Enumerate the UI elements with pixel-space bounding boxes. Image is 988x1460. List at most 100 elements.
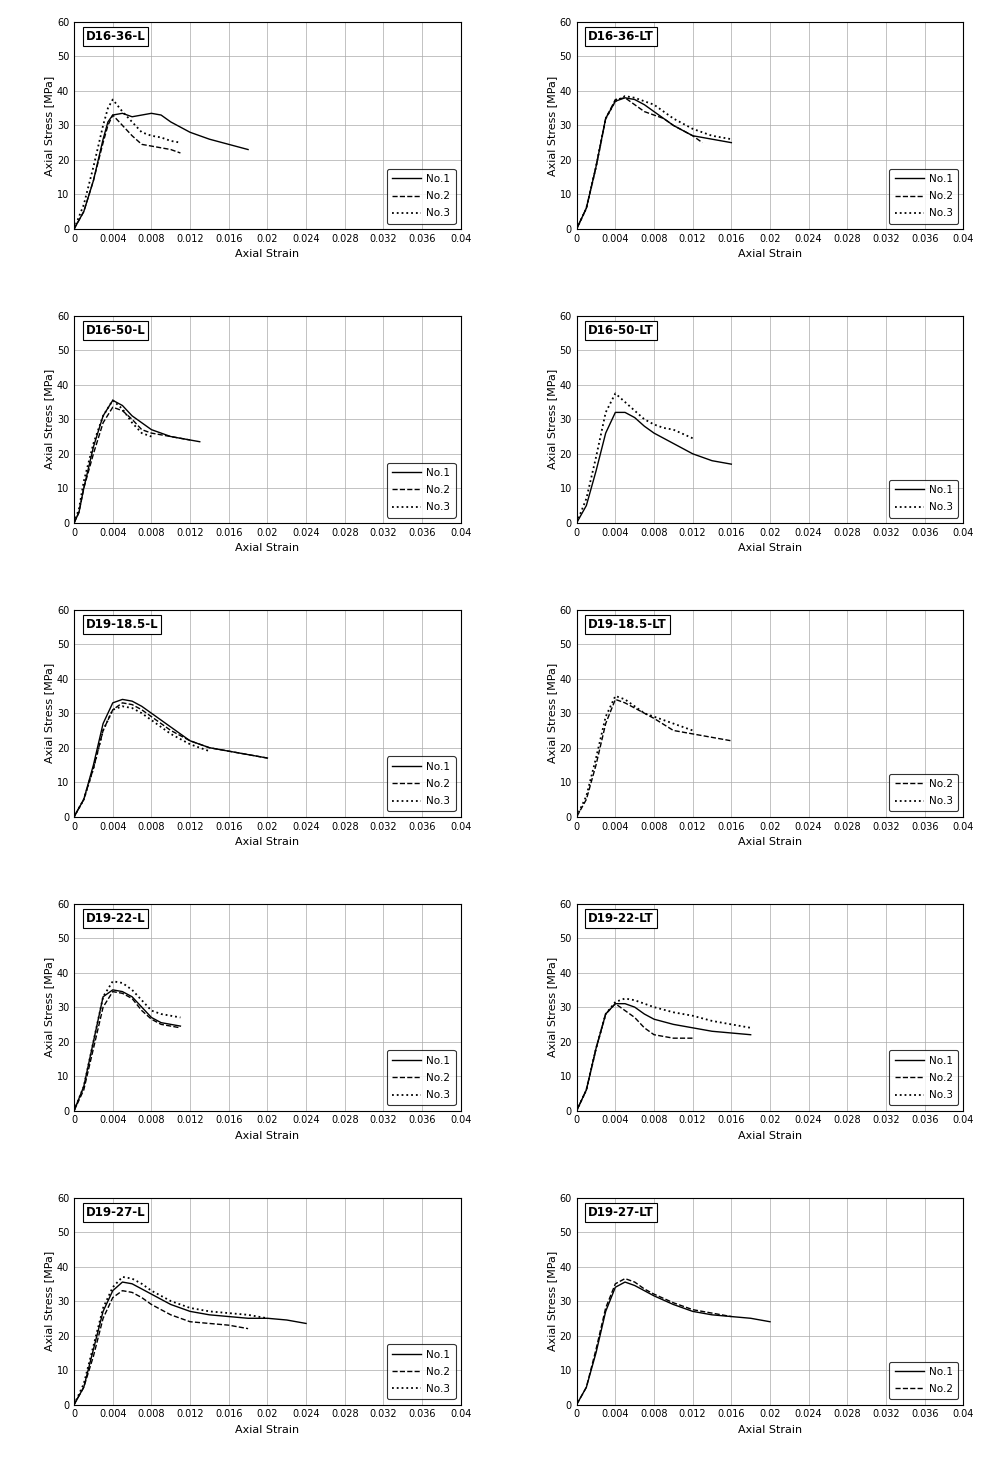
- Line: No.2: No.2: [74, 1291, 248, 1405]
- No.1: [223, 1308, 235, 1326]
- Text: D19-27-L: D19-27-L: [86, 1206, 145, 1219]
- No.3: [88, 1032, 100, 1050]
- No.3: [668, 715, 680, 733]
- No.2: [135, 420, 147, 438]
- No.2: [145, 137, 157, 155]
- No.3: [619, 691, 631, 708]
- No.2: [628, 1273, 640, 1291]
- No.2: [668, 1029, 680, 1047]
- No.2: [619, 89, 631, 107]
- X-axis label: Axial Strain: Axial Strain: [235, 250, 299, 260]
- No.1: [107, 391, 119, 409]
- No.3: [619, 990, 631, 1007]
- No.1: [145, 1009, 157, 1026]
- No.3: [610, 92, 621, 110]
- No.1: [580, 1082, 592, 1099]
- No.1: [184, 124, 196, 142]
- No.1: [600, 1006, 612, 1023]
- No.3: [165, 1292, 177, 1310]
- No.3: [571, 1102, 583, 1120]
- Line: No.3: No.3: [74, 981, 181, 1111]
- No.1: [571, 514, 583, 531]
- No.3: [590, 749, 602, 766]
- No.2: [628, 96, 640, 114]
- No.3: [223, 1304, 235, 1321]
- No.3: [204, 742, 215, 759]
- No.2: [590, 756, 602, 774]
- No.3: [687, 120, 699, 137]
- No.3: [145, 711, 157, 729]
- No.2: [107, 701, 119, 718]
- No.3: [88, 1337, 100, 1355]
- No.2: [68, 1102, 80, 1120]
- No.2: [126, 1283, 138, 1301]
- No.2: [610, 1275, 621, 1292]
- Line: No.3: No.3: [74, 400, 151, 523]
- Line: No.1: No.1: [577, 98, 731, 229]
- No.1: [117, 397, 128, 415]
- No.1: [610, 1279, 621, 1296]
- No.3: [262, 1310, 274, 1327]
- No.3: [745, 1019, 757, 1037]
- Line: No.2: No.2: [577, 1279, 731, 1405]
- No.3: [73, 501, 85, 518]
- No.3: [97, 721, 109, 739]
- No.2: [88, 1348, 100, 1365]
- No.3: [638, 410, 650, 428]
- X-axis label: Axial Strain: Axial Strain: [235, 543, 299, 553]
- No.3: [165, 726, 177, 743]
- No.2: [687, 726, 699, 743]
- No.3: [648, 708, 660, 726]
- No.1: [687, 445, 699, 463]
- No.2: [145, 425, 157, 442]
- No.2: [117, 984, 128, 1002]
- No.3: [88, 158, 100, 175]
- No.2: [638, 705, 650, 723]
- No.1: [300, 1314, 312, 1332]
- No.1: [135, 415, 147, 432]
- No.2: [68, 514, 80, 531]
- No.1: [204, 739, 215, 756]
- X-axis label: Axial Strain: Axial Strain: [738, 1132, 802, 1142]
- No.2: [687, 127, 699, 145]
- Text: D19-27-LT: D19-27-LT: [588, 1206, 654, 1219]
- No.2: [145, 708, 157, 726]
- No.3: [88, 435, 100, 453]
- No.2: [97, 1310, 109, 1327]
- No.2: [571, 220, 583, 238]
- No.3: [600, 110, 612, 127]
- No.3: [580, 491, 592, 508]
- No.2: [97, 415, 109, 432]
- No.2: [107, 107, 119, 124]
- No.2: [155, 139, 167, 156]
- No.2: [117, 402, 128, 419]
- No.1: [165, 718, 177, 736]
- No.1: [135, 1280, 147, 1298]
- No.1: [725, 456, 737, 473]
- No.1: [619, 89, 631, 107]
- No.1: [590, 463, 602, 480]
- No.2: [68, 807, 80, 825]
- No.3: [628, 991, 640, 1009]
- No.2: [184, 1313, 196, 1330]
- No.2: [135, 701, 147, 718]
- No.1: [68, 1396, 80, 1413]
- No.1: [155, 107, 167, 124]
- No.1: [145, 1285, 157, 1302]
- No.1: [145, 705, 157, 723]
- No.2: [600, 110, 612, 127]
- No.1: [687, 1019, 699, 1037]
- No.3: [107, 1279, 119, 1296]
- No.1: [88, 1340, 100, 1358]
- No.2: [638, 102, 650, 120]
- No.3: [117, 102, 128, 120]
- No.2: [648, 107, 660, 124]
- No.1: [165, 1016, 177, 1034]
- No.3: [706, 1012, 718, 1029]
- No.3: [135, 1275, 147, 1292]
- No.1: [619, 994, 631, 1012]
- No.3: [648, 999, 660, 1016]
- No.1: [135, 107, 147, 124]
- No.3: [68, 220, 80, 238]
- No.2: [242, 746, 254, 764]
